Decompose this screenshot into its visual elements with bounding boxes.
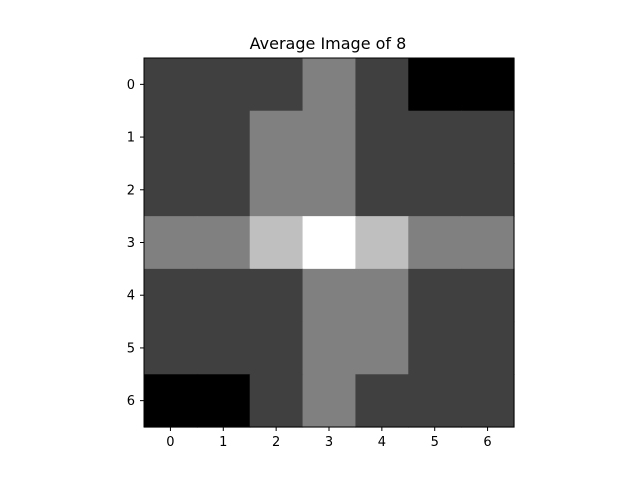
y-tick-label-2: 2 bbox=[127, 183, 135, 198]
heatmap-cell-r4-c5 bbox=[408, 268, 462, 323]
heatmap-cell-r2-c4 bbox=[355, 163, 409, 217]
heatmap-cell-r1-c6 bbox=[461, 110, 515, 165]
y-axis: 0 1 2 3 4 5 6 bbox=[127, 78, 144, 409]
heatmap-cell-r5-c6 bbox=[461, 321, 515, 375]
heatmap-cell-r4-c1 bbox=[196, 268, 251, 323]
x-tick-label-4: 4 bbox=[378, 435, 386, 450]
y-tick-label-0: 0 bbox=[127, 78, 135, 93]
heatmap-cell-r1-c0 bbox=[144, 110, 198, 165]
heatmap-cell-r2-c2 bbox=[249, 163, 304, 217]
heatmap-cell-r1-c3 bbox=[302, 110, 357, 165]
y-tick-label-1: 1 bbox=[127, 131, 135, 146]
heatmap-cell-r0-c6 bbox=[461, 58, 515, 112]
heatmap-cell-r2-c6 bbox=[461, 163, 515, 217]
heatmap-cell-r6-c5 bbox=[408, 374, 462, 428]
heatmap-cell-r2-c0 bbox=[144, 163, 198, 217]
heatmap-cell-r6-c2 bbox=[249, 374, 304, 428]
heatmap-cell-r1-c4 bbox=[355, 110, 409, 165]
y-tick-label-5: 5 bbox=[127, 341, 135, 356]
heatmap-cell-r0-c2 bbox=[249, 58, 304, 112]
heatmap-cell-r6-c4 bbox=[355, 374, 409, 428]
heatmap-cell-r5-c4 bbox=[355, 321, 409, 375]
heatmap-cell-r2-c5 bbox=[408, 163, 462, 217]
heatmap-cell-r6-c3 bbox=[302, 374, 357, 428]
heatmap-cell-r1-c2 bbox=[249, 110, 304, 165]
heatmap-cell-r5-c0 bbox=[144, 321, 198, 375]
heatmap-cell-r5-c3 bbox=[302, 321, 357, 375]
heatmap-cell-r4-c4 bbox=[355, 268, 409, 323]
heatmap-cell-r3-c0 bbox=[144, 216, 198, 270]
heatmap-cell-r0-c5 bbox=[408, 58, 462, 112]
heatmap-cell-r5-c2 bbox=[249, 321, 304, 375]
y-tick-label-3: 3 bbox=[127, 236, 135, 251]
heatmap-cell-r6-c1 bbox=[196, 374, 251, 428]
x-tick-label-5: 5 bbox=[431, 435, 439, 450]
heatmap-cell-r3-c5 bbox=[408, 216, 462, 270]
heatmap-cell-r3-c4 bbox=[355, 216, 409, 270]
heatmap-cell-r4-c0 bbox=[144, 268, 198, 323]
heatmap-cell-r2-c3 bbox=[302, 163, 357, 217]
y-tick-label-6: 6 bbox=[127, 394, 135, 409]
x-tick-label-2: 2 bbox=[272, 435, 280, 450]
x-tick-label-0: 0 bbox=[166, 435, 174, 450]
heatmap-cell-r0-c3 bbox=[302, 58, 357, 112]
y-tick-label-4: 4 bbox=[127, 289, 135, 304]
heatmap-cell-r3-c1 bbox=[196, 216, 251, 270]
x-tick-label-6: 6 bbox=[483, 435, 491, 450]
heatmap-cell-r5-c1 bbox=[196, 321, 251, 375]
heatmap-cell-r3-c2 bbox=[249, 216, 304, 270]
heatmap-cell-r0-c4 bbox=[355, 58, 409, 112]
heatmap-cell-r4-c2 bbox=[249, 268, 304, 323]
heatmap-cell-r0-c0 bbox=[144, 58, 198, 112]
heatmap-cell-r4-c6 bbox=[461, 268, 515, 323]
heatmap-cell-r2-c1 bbox=[196, 163, 251, 217]
x-axis: 0 1 2 3 4 5 6 bbox=[166, 427, 492, 450]
x-tick-label-3: 3 bbox=[325, 435, 333, 450]
heatmap-cells bbox=[144, 58, 515, 428]
heatmap-cell-r0-c1 bbox=[196, 58, 251, 112]
chart-title: Average Image of 8 bbox=[250, 34, 407, 53]
heatmap-cell-r3-c6 bbox=[461, 216, 515, 270]
heatmap-cell-r6-c0 bbox=[144, 374, 198, 428]
heatmap-cell-r3-c3 bbox=[302, 216, 357, 270]
heatmap-cell-r6-c6 bbox=[461, 374, 515, 428]
heatmap-cell-r1-c5 bbox=[408, 110, 462, 165]
heatmap-cell-r1-c1 bbox=[196, 110, 251, 165]
heatmap-cell-r4-c3 bbox=[302, 268, 357, 323]
x-tick-label-1: 1 bbox=[219, 435, 227, 450]
heatmap-cell-r5-c5 bbox=[408, 321, 462, 375]
